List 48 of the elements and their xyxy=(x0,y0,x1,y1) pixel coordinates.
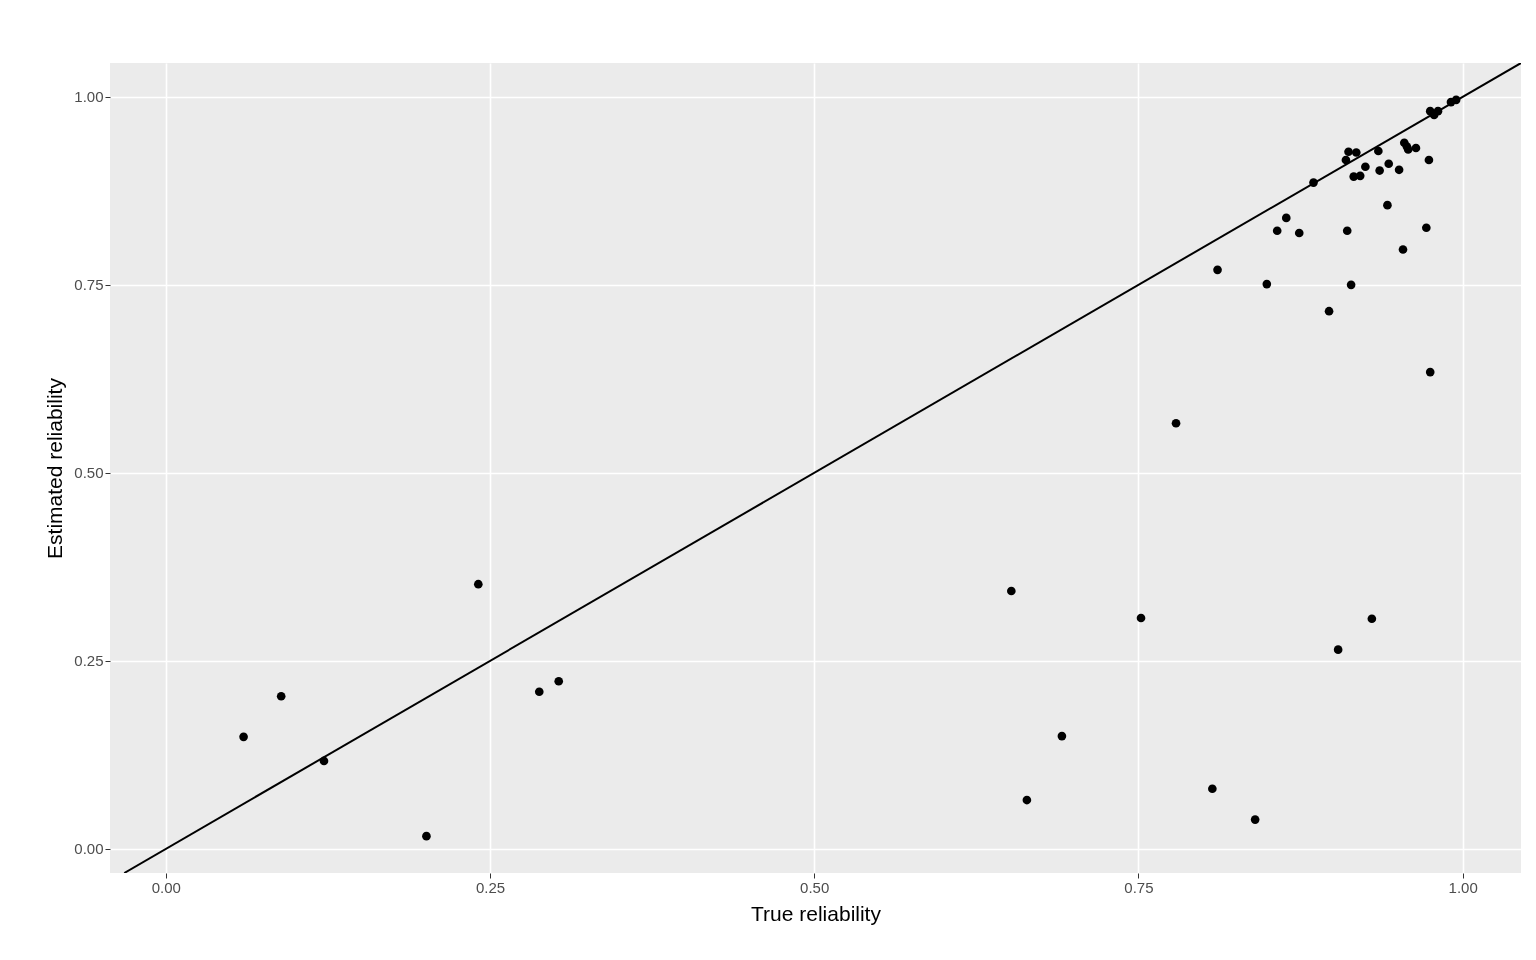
point xyxy=(1355,171,1365,181)
y-tick-label: 0.50 xyxy=(74,464,104,482)
point xyxy=(1213,265,1222,275)
point xyxy=(1375,166,1384,175)
point xyxy=(1351,148,1361,157)
point xyxy=(1208,784,1217,794)
point xyxy=(1424,155,1434,165)
point xyxy=(554,676,564,686)
y-tick-label: 0.75 xyxy=(74,276,104,294)
point xyxy=(1361,162,1370,172)
point xyxy=(1344,147,1353,157)
point xyxy=(1333,645,1343,654)
point xyxy=(1250,815,1260,824)
point xyxy=(1384,159,1394,169)
point xyxy=(1007,586,1016,596)
point xyxy=(1346,280,1356,290)
point xyxy=(1383,200,1392,210)
point xyxy=(1367,614,1377,624)
x-axis-title: True reliability xyxy=(751,901,882,925)
point xyxy=(239,732,248,742)
point xyxy=(1342,226,1352,236)
x-tick-label: 0.25 xyxy=(475,878,506,896)
y-tick-label: 1.00 xyxy=(74,88,104,106)
x-tick-label: 0.50 xyxy=(800,878,830,896)
point xyxy=(1057,731,1067,741)
point xyxy=(1294,228,1304,238)
point xyxy=(1281,213,1291,223)
point xyxy=(1324,306,1334,316)
x-tick-label: 1.00 xyxy=(1448,878,1478,896)
x-tick-label: 0.75 xyxy=(1124,878,1154,896)
y-tick-label: 0.00 xyxy=(74,840,104,858)
point xyxy=(1272,226,1282,236)
point xyxy=(1425,367,1435,377)
point xyxy=(276,691,286,701)
point xyxy=(1411,143,1421,153)
point xyxy=(1171,418,1181,428)
point xyxy=(1374,146,1383,156)
point xyxy=(534,687,544,697)
point xyxy=(1022,795,1032,805)
point xyxy=(1398,245,1408,254)
point xyxy=(1422,223,1431,233)
y-axis-title: Estimated reliability xyxy=(43,377,67,559)
x-tick-label: 0.00 xyxy=(151,878,181,896)
point xyxy=(1394,165,1404,175)
y-tick-label: 0.25 xyxy=(74,652,104,670)
point xyxy=(473,579,483,589)
point xyxy=(422,831,431,841)
point xyxy=(1262,279,1272,289)
